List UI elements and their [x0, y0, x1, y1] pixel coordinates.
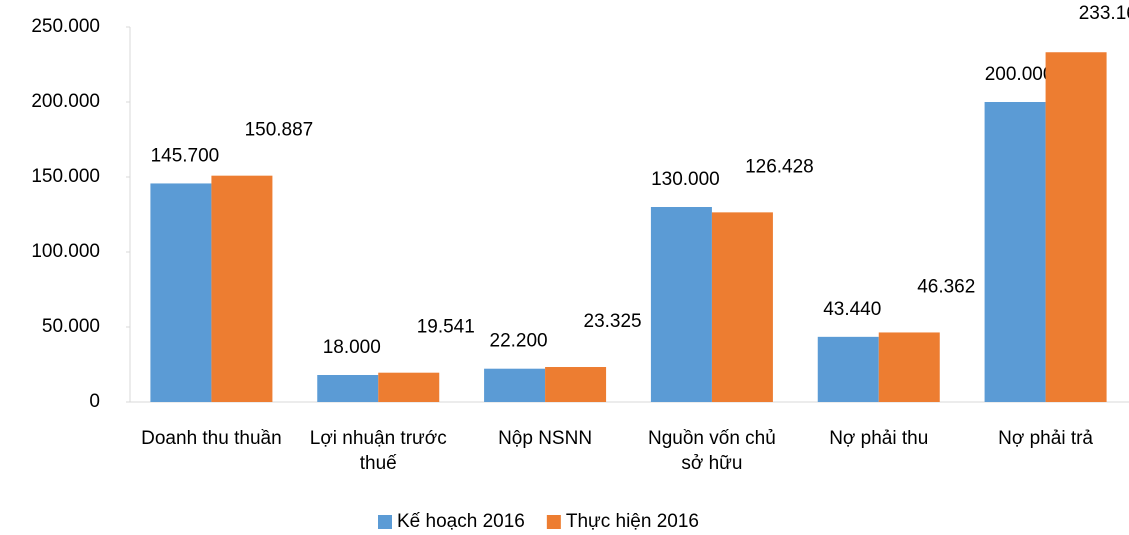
data-label: 233.169	[1079, 3, 1129, 24]
bar	[150, 183, 212, 402]
data-label: 145.700	[151, 145, 220, 166]
y-tick-label: 200.000	[31, 91, 100, 112]
bar	[378, 372, 440, 402]
data-label: 130.000	[651, 169, 720, 190]
bar	[650, 207, 712, 402]
x-tick-label: Lợi nhuận trước thuế	[309, 428, 447, 474]
data-label: 126.428	[745, 156, 814, 177]
data-label: 19.541	[417, 317, 475, 338]
data-label: 18.000	[323, 337, 381, 358]
data-label: 150.887	[245, 120, 314, 141]
data-label: 43.440	[823, 299, 881, 320]
bar	[878, 332, 940, 402]
y-tick-label: 150.000	[31, 166, 100, 187]
bar	[984, 102, 1046, 402]
data-label: 22.200	[490, 331, 548, 352]
legend-label: Thực hiện 2016	[566, 511, 699, 532]
data-label: 46.362	[917, 276, 975, 297]
legend-swatch	[378, 515, 392, 529]
bar	[211, 175, 273, 402]
x-tick-label: Nộp NSNN	[498, 428, 593, 449]
y-tick-label: 50.000	[42, 316, 100, 337]
data-label: 23.325	[584, 311, 642, 332]
bar	[817, 336, 879, 402]
legend-swatch	[546, 515, 561, 529]
x-tick-label: Doanh thu thuần	[141, 428, 282, 449]
bar	[711, 212, 773, 402]
data-label: 200.000	[985, 64, 1054, 85]
bar	[545, 367, 607, 402]
bar	[1045, 52, 1107, 403]
y-tick-label: 250.000	[31, 16, 100, 37]
x-tick-label: Nguồn vốn chủ sở hữu	[647, 428, 776, 474]
x-tick-label: Nợ phải trả	[998, 428, 1093, 449]
bar	[317, 375, 379, 402]
x-tick-label: Nợ phải thu	[829, 428, 929, 449]
y-tick-label: 0	[89, 391, 100, 412]
legend-label: Kế hoạch 2016	[397, 511, 525, 532]
y-tick-label: 100.000	[31, 241, 100, 262]
bar	[484, 368, 546, 402]
